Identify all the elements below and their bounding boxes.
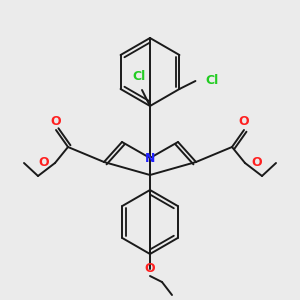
Text: O: O bbox=[51, 115, 61, 128]
Text: O: O bbox=[38, 157, 49, 169]
Text: N: N bbox=[145, 152, 155, 164]
Text: O: O bbox=[251, 157, 262, 169]
Text: Cl: Cl bbox=[132, 70, 146, 83]
Text: Cl: Cl bbox=[206, 74, 219, 88]
Text: O: O bbox=[239, 115, 249, 128]
Text: O: O bbox=[145, 262, 155, 275]
